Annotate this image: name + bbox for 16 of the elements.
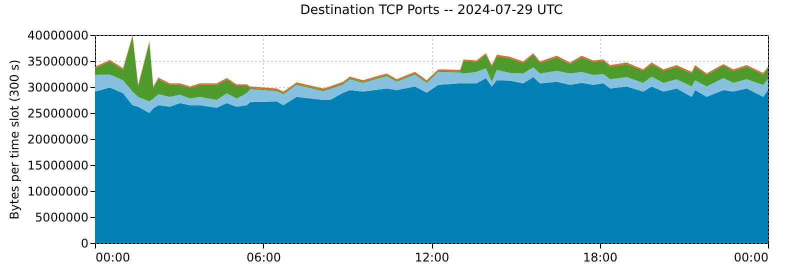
y-tick-label: 40000000 xyxy=(27,28,88,42)
y-tick-label: 0 xyxy=(80,236,88,250)
x-tick-label: 00:00 xyxy=(96,250,130,264)
x-tick-label: 06:00 xyxy=(246,250,282,264)
y-tick-label: 10000000 xyxy=(27,184,88,198)
chart-title: Destination TCP Ports -- 2024-07-29 UTC xyxy=(300,3,563,18)
y-tick-label: 5000000 xyxy=(35,210,88,224)
x-tick-label: 12:00 xyxy=(414,250,450,264)
y-tick-label: 25000000 xyxy=(27,106,88,120)
y-axis-title: Bytes per time slot (300 s) xyxy=(7,60,22,220)
x-tick-label: 18:00 xyxy=(582,250,618,264)
y-tick-label: 20000000 xyxy=(27,132,88,146)
y-tick-label: 30000000 xyxy=(27,80,88,94)
y-tick-label: 35000000 xyxy=(27,54,88,68)
y-tick-label: 15000000 xyxy=(27,158,88,172)
x-tick-label: 00:00 xyxy=(734,250,768,264)
